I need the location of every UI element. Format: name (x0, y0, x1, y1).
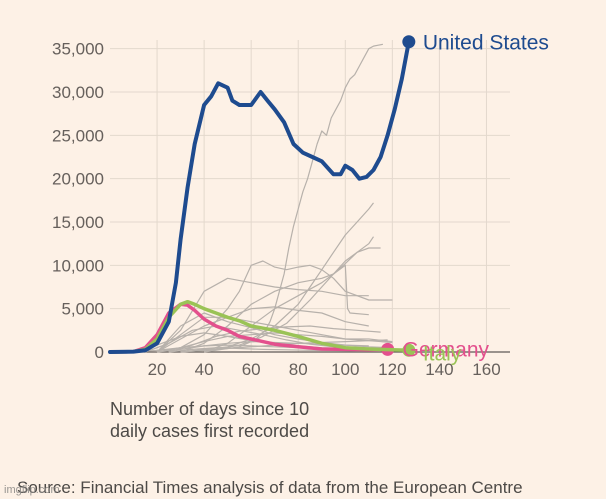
x-tick-label: 20 (148, 360, 167, 379)
x-tick-label: 40 (195, 360, 214, 379)
imgflip-watermark: imgflip.com (4, 484, 60, 496)
x-axis-title: Number of days since 10 daily cases firs… (110, 398, 410, 442)
y-tick-label: 35,000 (52, 40, 104, 59)
y-tick-label: 30,000 (52, 83, 104, 102)
x-tick-label: 140 (425, 360, 453, 379)
x-tick-label: 100 (331, 360, 359, 379)
x-tick-label: 120 (378, 360, 406, 379)
y-axis-labels: 0 5,000 10,000 15,000 20,000 25,000 30,000 35,0… (52, 40, 104, 362)
background-series-line (156, 306, 369, 353)
background-series-line (180, 43, 384, 353)
x-tick-label: 60 (242, 360, 261, 379)
germany-label: Germany (403, 338, 490, 361)
background-series-line (168, 325, 381, 353)
x-axis-title-line-1: Number of days since 10 (110, 399, 310, 419)
germany-line (108, 302, 390, 354)
y-tick-label: 20,000 (52, 170, 104, 189)
x-axis-labels: 20 40 60 80 100 120 140 160 (148, 360, 501, 379)
source-note: Source: Financial Times analysis of data… (17, 478, 523, 497)
y-tick-label: 25,000 (52, 126, 104, 145)
italy-end-dot (402, 343, 416, 357)
background-series-line (156, 332, 393, 353)
united-states-line (108, 39, 411, 354)
x-axis-title-line-2: daily cases first recorded (110, 421, 310, 441)
y-tick-label: 10,000 (52, 256, 104, 275)
background-series-line (203, 247, 381, 353)
italy-label: Italy (423, 342, 462, 365)
italy-line (108, 299, 411, 354)
united-states-label: United States (423, 32, 549, 55)
y-tick-label: 5,000 (61, 300, 104, 319)
x-tick-label: 160 (472, 360, 500, 379)
y-tick-label: 0 (95, 343, 104, 362)
y-tick-label: 15,000 (52, 213, 104, 232)
united-states-end-dot (402, 35, 416, 49)
x-tick-label: 80 (289, 360, 308, 379)
